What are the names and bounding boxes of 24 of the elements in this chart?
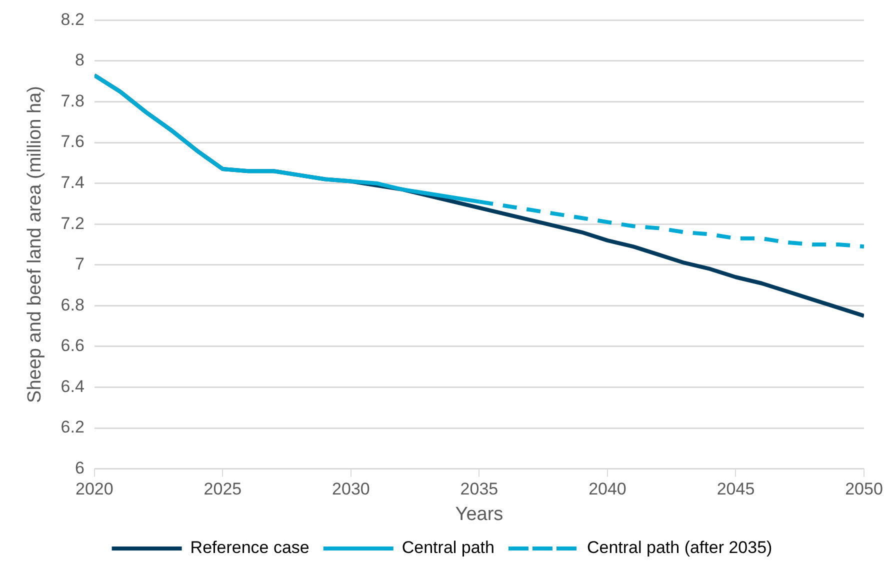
y-axis-title: Sheep and beef land area (million ha) (24, 86, 46, 403)
y-tick-label: 6.8 (60, 295, 84, 314)
y-tick-label: 6.6 (60, 336, 84, 356)
y-tick-label: 7.8 (60, 91, 84, 110)
y-tick-label: 8 (74, 50, 84, 70)
y-tick-label: 7.6 (60, 132, 84, 152)
legend-label: Central path (402, 538, 494, 558)
x-tick-label: 2050 (845, 480, 883, 499)
x-tick-label: 2025 (204, 480, 242, 499)
y-tick-label: 7 (74, 254, 84, 274)
y-tick-label: 7.4 (60, 173, 84, 192)
x-tick-label: 2020 (76, 480, 114, 499)
y-tick-label: 8.2 (60, 10, 84, 29)
x-tick-label: 2040 (588, 480, 626, 499)
y-tick-label: 6 (74, 458, 84, 478)
x-tick-label: 2030 (332, 480, 370, 499)
legend-label: Reference case (190, 538, 310, 558)
legend-label: Central path (after 2035) (586, 538, 772, 558)
y-tick-label: 7.2 (60, 214, 84, 233)
x-axis-title: Years (455, 504, 504, 525)
x-tick-label: 2045 (716, 480, 755, 499)
x-tick-label: 2035 (460, 480, 498, 499)
y-tick-label: 6.2 (60, 418, 84, 437)
y-tick-label: 6.4 (60, 376, 84, 396)
